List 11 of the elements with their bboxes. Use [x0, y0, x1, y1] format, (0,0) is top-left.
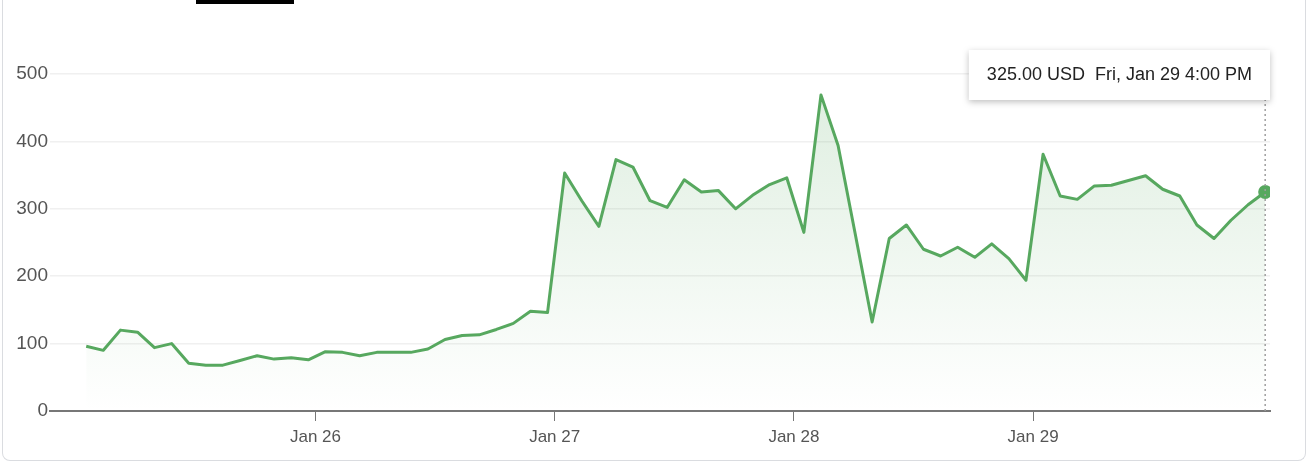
x-tick-label: Jan 27: [529, 426, 581, 446]
y-tick-label: 500: [16, 62, 48, 84]
y-tick-label: 200: [16, 264, 48, 286]
annotation: 325.00 USD Fri, Jan 29 4:00 PM: [986, 63, 1253, 84]
y-tick-label: 400: [16, 129, 48, 151]
y-tick-label: 100: [16, 331, 48, 353]
x-tick-label: Jan 26: [289, 426, 341, 446]
x-tick-label: Jan 28: [768, 426, 820, 446]
y-tick-label: 300: [16, 197, 48, 219]
y-tick-label: 0: [37, 399, 48, 421]
x-tick-label: Jan 29: [1007, 426, 1059, 446]
